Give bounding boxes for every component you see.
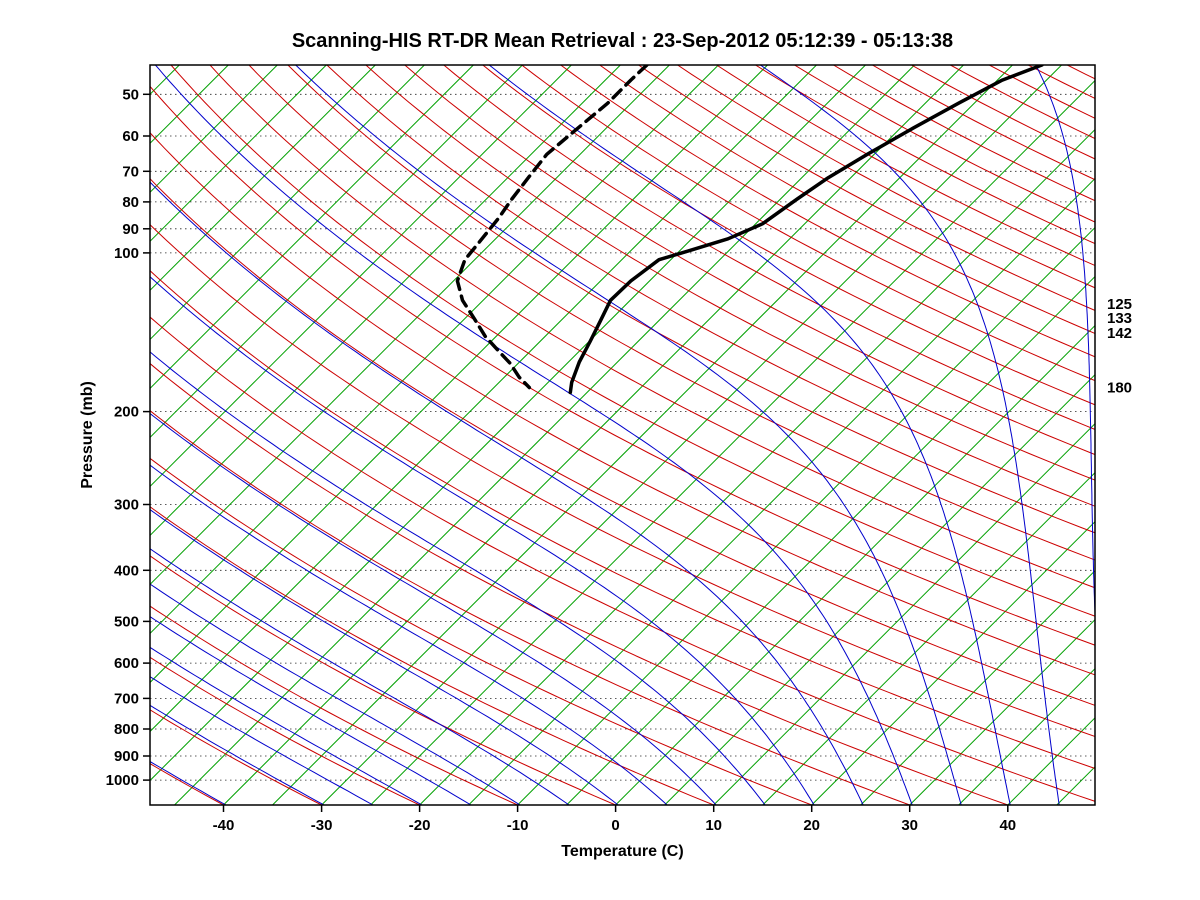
x-tick-label: 20	[803, 817, 820, 834]
dry-adiabat-lines	[150, 65, 1095, 805]
x-tick-label: -30	[311, 817, 333, 834]
y-tick-label: 60	[122, 128, 139, 145]
x-tick-label: 30	[901, 817, 918, 834]
right-level-label: 180	[1107, 380, 1132, 397]
x-tick-label: 40	[999, 817, 1016, 834]
y-tick-label: 400	[114, 562, 139, 579]
x-tick-label: 10	[705, 817, 722, 834]
y-tick-label: 1000	[106, 772, 139, 789]
chart-title: Scanning-HIS RT-DR Mean Retrieval : 23-S…	[291, 30, 954, 52]
right-level-label: 133	[1107, 310, 1132, 327]
axis-ticks	[143, 93, 1009, 812]
y-tick-label: 100	[114, 245, 139, 262]
x-tick-label: 0	[611, 817, 619, 834]
right-level-label: 142	[1107, 325, 1132, 342]
x-tick-label: -10	[507, 817, 529, 834]
axis-tick-labels: 5060708090100200300400500600700800900100…	[106, 86, 1017, 834]
y-tick-label: 600	[114, 655, 139, 672]
right-level-label: 125	[1107, 296, 1132, 313]
y-tick-label: 900	[114, 748, 139, 765]
x-tick-label: -40	[213, 817, 235, 834]
y-tick-label: 80	[122, 194, 139, 211]
y-tick-label: 700	[114, 690, 139, 707]
dewpoint-profile-line	[455, 65, 649, 390]
x-axis-title: Temperature (C)	[561, 843, 684, 860]
y-tick-label: 90	[122, 221, 139, 238]
y-tick-label: 300	[114, 497, 139, 514]
plot-frame	[149, 64, 1096, 806]
moist-adiabat-lines	[150, 65, 1095, 805]
retrieval-profiles	[455, 65, 1044, 395]
y-tick-label: 200	[114, 404, 139, 421]
y-tick-label: 50	[122, 86, 139, 103]
isotherm-lines	[150, 65, 1095, 805]
temperature-profile-line	[568, 65, 1044, 395]
y-tick-label: 70	[122, 163, 139, 180]
x-tick-label: -20	[409, 817, 431, 834]
y-tick-label: 800	[114, 721, 139, 738]
y-tick-label: 500	[114, 613, 139, 630]
